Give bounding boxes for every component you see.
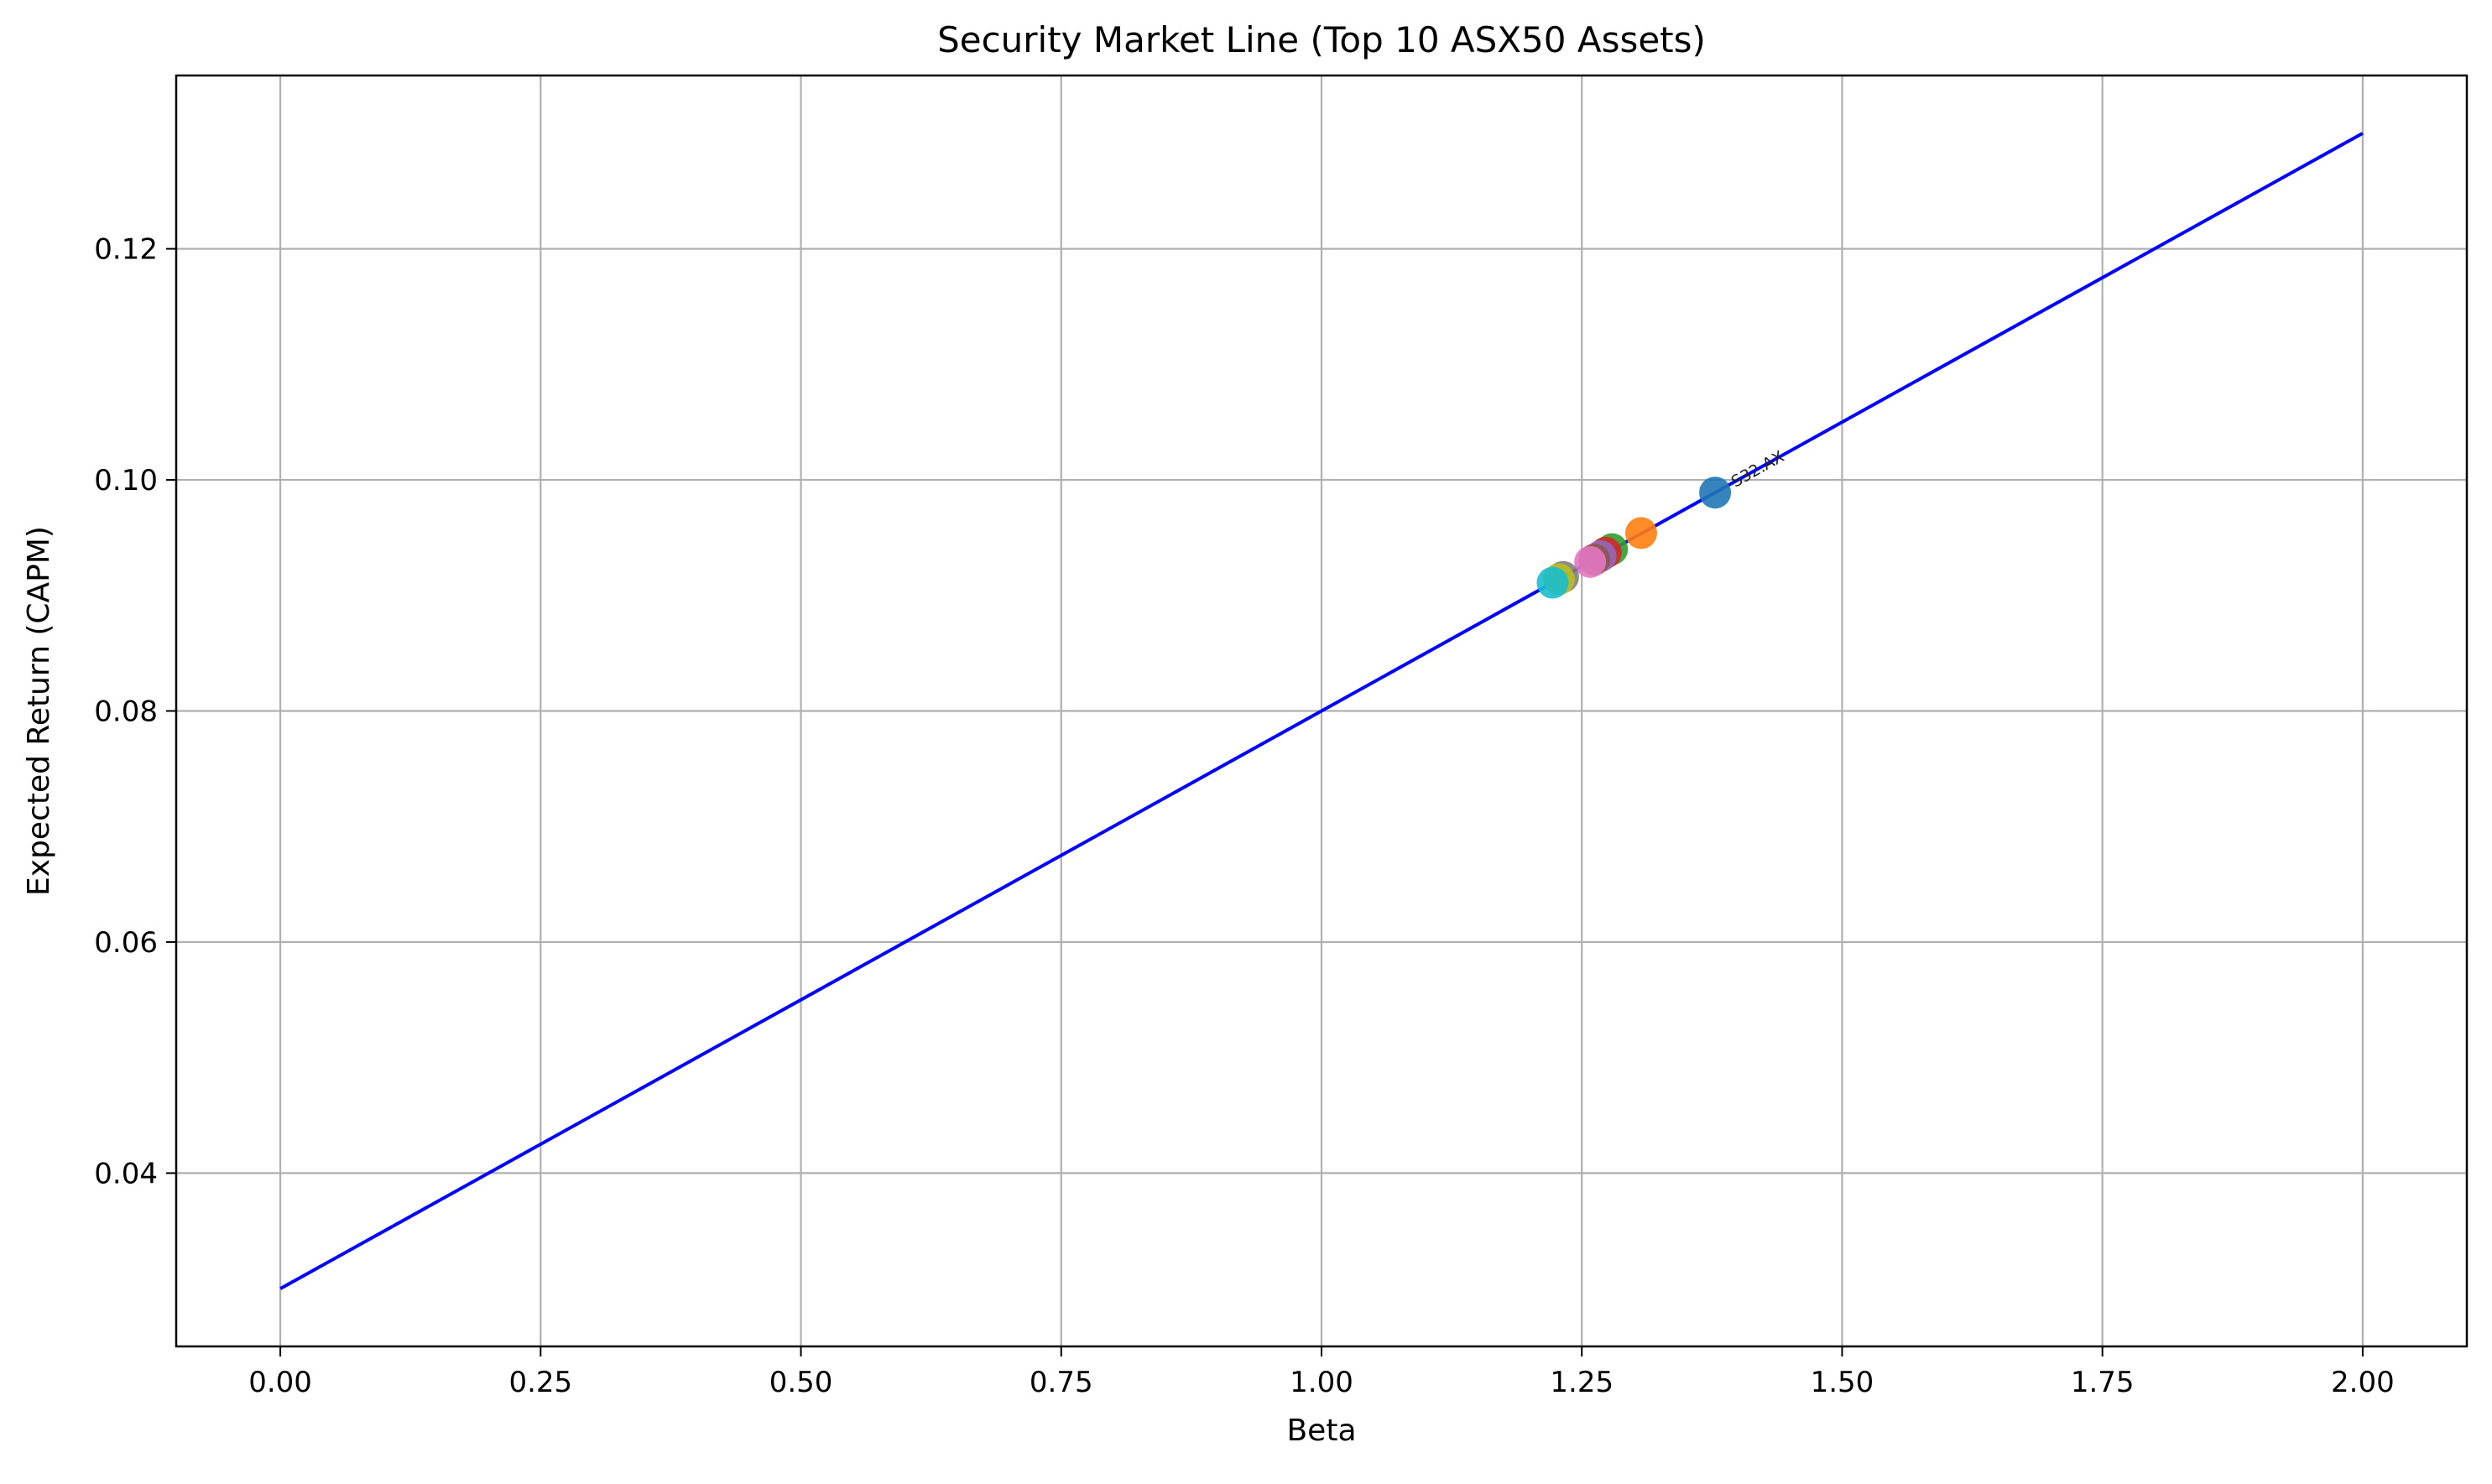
x-axis-label: Beta	[1286, 1414, 1356, 1448]
x-tick-label: 0.00	[248, 1366, 312, 1399]
x-axis-ticks: 0.00 0.25 0.50 0.75 1.00 1.25 1.50 1.75 2.00	[248, 1346, 2395, 1399]
data-point	[1574, 545, 1607, 578]
data-point	[1624, 517, 1657, 549]
data-point	[1699, 476, 1732, 509]
y-tick-label: 0.04	[94, 1157, 158, 1190]
x-tick-label: 0.25	[508, 1366, 572, 1399]
x-tick-label: 1.75	[2071, 1366, 2135, 1399]
points-layer	[1536, 476, 1732, 599]
data-point	[1536, 566, 1569, 599]
x-tick-label: 0.50	[769, 1366, 833, 1399]
y-tick-label: 0.10	[94, 464, 158, 497]
grid	[176, 76, 2467, 1346]
x-tick-label: 2.00	[2331, 1366, 2395, 1399]
y-tick-label: 0.12	[94, 233, 158, 267]
x-tick-label: 1.50	[1811, 1366, 1874, 1399]
x-tick-label: 0.75	[1030, 1366, 1093, 1399]
security-market-line	[279, 132, 2364, 1290]
chart-title: Security Market Line (Top 10 ASX50 Asset…	[937, 19, 1706, 60]
y-axis-ticks: 0.04 0.06 0.08 0.10 0.12	[94, 233, 176, 1190]
y-tick-label: 0.06	[94, 926, 158, 960]
sml-line-layer	[279, 132, 2364, 1290]
x-tick-label: 1.25	[1550, 1366, 1614, 1399]
y-tick-label: 0.08	[94, 695, 158, 729]
y-axis-label: Expected Return (CAPM)	[22, 526, 56, 896]
x-tick-label: 1.00	[1290, 1366, 1353, 1399]
